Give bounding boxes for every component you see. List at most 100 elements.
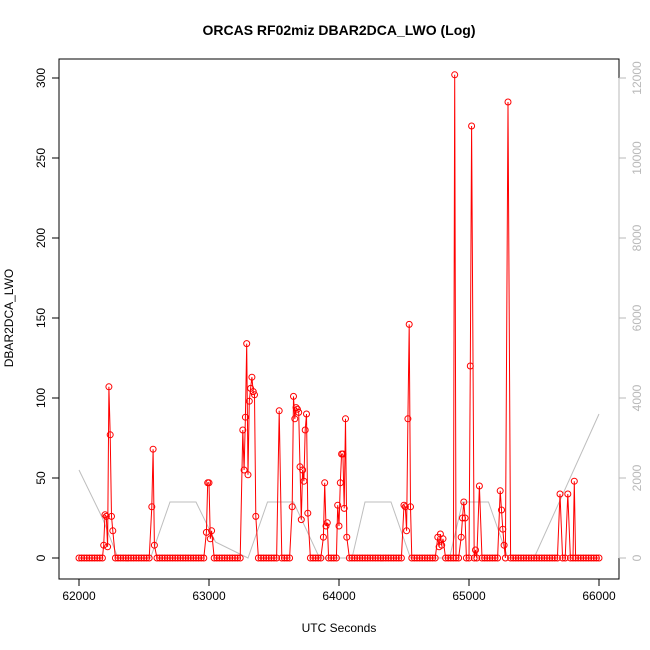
data-point <box>187 554 195 562</box>
data-point <box>374 554 382 562</box>
data-point <box>88 554 96 562</box>
data-point <box>366 554 374 562</box>
data-point <box>241 413 249 421</box>
data-point <box>470 554 478 562</box>
data-point <box>390 554 398 562</box>
secondary-y-tick-label: 10000 <box>630 141 644 175</box>
data-point <box>262 554 270 562</box>
data-point <box>361 554 369 562</box>
x-tick-label: 63000 <box>192 589 226 603</box>
data-point <box>145 554 153 562</box>
primary-series-line <box>79 74 599 559</box>
data-point <box>114 554 122 562</box>
data-point <box>413 554 421 562</box>
data-point <box>429 554 437 562</box>
data-point <box>221 554 229 562</box>
data-point <box>590 554 598 562</box>
secondary-y-tick-label: 8000 <box>630 224 644 251</box>
data-point <box>135 554 143 562</box>
data-point <box>166 554 174 562</box>
data-point <box>472 546 479 554</box>
data-point <box>108 512 115 520</box>
data-point <box>416 554 424 562</box>
data-point <box>535 554 543 562</box>
data-point <box>348 554 356 562</box>
data-point <box>265 554 273 562</box>
data-point <box>465 554 473 562</box>
data-point <box>254 554 262 562</box>
data-point <box>459 514 466 522</box>
data-point <box>421 554 429 562</box>
data-point <box>117 554 125 562</box>
y-tick-label: 150 <box>34 308 48 328</box>
x-tick-label: 64000 <box>322 589 356 603</box>
data-point <box>293 405 301 413</box>
y-axis: 0 50 100 150 200 250 300 <box>34 68 60 561</box>
data-point <box>369 554 377 562</box>
data-point <box>239 426 247 434</box>
data-point <box>91 554 99 562</box>
data-point <box>548 554 556 562</box>
data-point <box>174 554 182 562</box>
data-point <box>100 541 108 549</box>
data-point <box>395 554 403 562</box>
data-point <box>570 477 578 485</box>
data-point <box>248 373 256 381</box>
data-point <box>509 554 517 562</box>
data-point <box>283 554 291 562</box>
data-point <box>342 415 349 423</box>
data-point <box>325 554 333 562</box>
data-point <box>449 554 457 562</box>
data-point <box>156 554 164 562</box>
data-point <box>461 514 469 522</box>
data-point <box>278 554 286 562</box>
data-point <box>327 554 335 562</box>
data-point <box>451 71 459 79</box>
data-point <box>275 407 283 415</box>
data-point <box>379 554 387 562</box>
data-point <box>101 511 109 519</box>
data-point <box>499 525 507 533</box>
data-point <box>530 554 538 562</box>
data-point <box>96 554 104 562</box>
primary-series <box>75 71 603 562</box>
secondary-y-tick-label: 4000 <box>630 384 644 411</box>
data-point <box>522 554 530 562</box>
data-point <box>574 554 582 562</box>
data-point <box>252 512 260 520</box>
data-point <box>404 415 412 423</box>
data-point <box>192 554 200 562</box>
data-point <box>270 554 278 562</box>
data-point <box>273 554 281 562</box>
data-point <box>179 554 187 562</box>
data-point <box>494 554 502 562</box>
data-point <box>401 503 409 511</box>
data-point <box>566 554 574 562</box>
data-point <box>486 554 494 562</box>
data-point <box>322 522 330 530</box>
data-point <box>517 554 525 562</box>
data-point <box>577 554 585 562</box>
secondary-y-tick-label: 0 <box>630 554 644 561</box>
data-point <box>301 426 309 434</box>
data-point <box>102 512 110 520</box>
data-point <box>243 340 251 348</box>
data-point <box>358 554 366 562</box>
data-point <box>300 477 308 485</box>
data-point <box>595 554 603 562</box>
data-point <box>569 554 577 562</box>
data-point <box>260 554 268 562</box>
data-point <box>543 554 551 562</box>
data-point <box>240 466 248 474</box>
data-point <box>496 487 504 495</box>
data-point <box>403 527 411 535</box>
data-point <box>249 388 257 396</box>
data-point <box>226 554 234 562</box>
data-point <box>195 554 203 562</box>
data-point <box>439 535 447 543</box>
data-point <box>488 554 496 562</box>
data-point <box>377 554 385 562</box>
data-point <box>455 554 463 562</box>
data-point <box>559 554 567 562</box>
data-point <box>290 392 297 400</box>
